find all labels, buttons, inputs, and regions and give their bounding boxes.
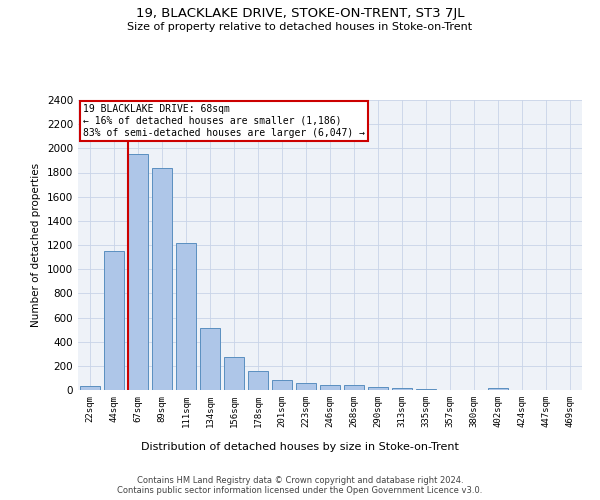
Bar (80, 386, 100, 390)
Bar (296, 384, 316, 390)
Bar (392, 388, 412, 390)
Y-axis label: Number of detached properties: Number of detached properties (31, 163, 41, 327)
Text: Size of property relative to detached houses in Stoke-on-Trent: Size of property relative to detached ho… (127, 22, 473, 32)
Bar (320, 384, 340, 390)
Bar (224, 358, 244, 390)
Bar (128, 154, 148, 390)
Text: Distribution of detached houses by size in Stoke-on-Trent: Distribution of detached houses by size … (141, 442, 459, 452)
Text: 19 BLACKLAKE DRIVE: 68sqm
← 16% of detached houses are smaller (1,186)
83% of se: 19 BLACKLAKE DRIVE: 68sqm ← 16% of detac… (83, 104, 365, 138)
Bar (488, 388, 508, 390)
Bar (368, 387, 388, 390)
Bar (248, 372, 268, 390)
Bar (272, 380, 292, 390)
Bar (152, 168, 172, 390)
Bar (104, 251, 124, 390)
Bar (200, 328, 220, 390)
Bar (416, 389, 436, 390)
Bar (344, 384, 364, 390)
Bar (176, 242, 196, 390)
Text: Contains HM Land Registry data © Crown copyright and database right 2024.
Contai: Contains HM Land Registry data © Crown c… (118, 476, 482, 495)
Text: 19, BLACKLAKE DRIVE, STOKE-ON-TRENT, ST3 7JL: 19, BLACKLAKE DRIVE, STOKE-ON-TRENT, ST3… (136, 8, 464, 20)
